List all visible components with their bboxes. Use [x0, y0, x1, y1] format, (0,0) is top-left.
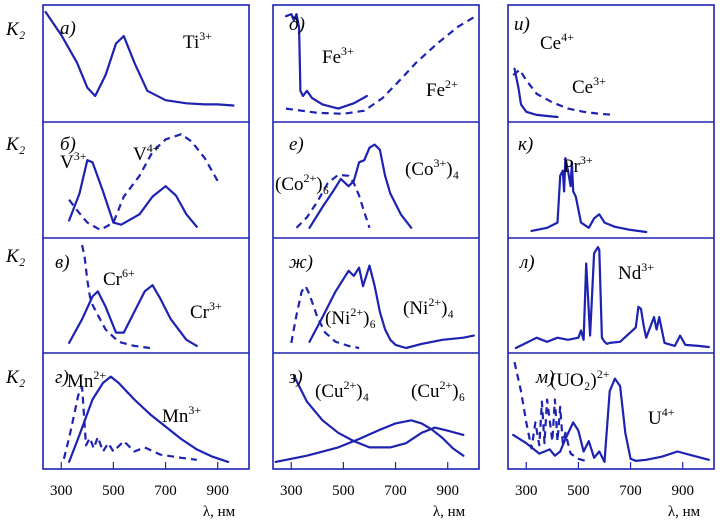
x-tick-label: 500 [567, 483, 590, 499]
x-tick-label: 300 [50, 483, 73, 499]
series-line-i-dashed [512, 68, 615, 116]
series-line-c-solid [68, 284, 198, 347]
series-line-a-solid [44, 10, 235, 107]
panel-letter-k: л) [519, 252, 535, 273]
series-label-d-1: Mn3+ [162, 403, 201, 427]
x-axis-label: λ, нм [668, 504, 701, 520]
series-label-c-1: Cr3+ [190, 299, 222, 323]
column-frame-right [507, 4, 715, 470]
x-tick-label: 900 [206, 483, 229, 499]
x-tick-label: 700 [384, 483, 407, 499]
y-axis-label: K₂ [5, 19, 26, 40]
series-line-l-solid [512, 377, 710, 463]
series-line-b-dashed [68, 133, 219, 231]
y-axis-label: K₂ [5, 134, 26, 155]
series-line-d-dashed [62, 385, 197, 461]
series-label-b-0: V3+ [60, 149, 87, 173]
x-axis-label: λ, нм [203, 504, 236, 520]
panel-letter-g: ж) [289, 252, 313, 273]
series-line-h-solid [292, 374, 465, 449]
panel-letter-i: и) [514, 14, 530, 35]
series-line-k-solid [514, 246, 710, 350]
panel-letter-b: б) [60, 134, 76, 155]
column-frame-left [42, 4, 250, 470]
series-line-d-solid [68, 375, 230, 463]
x-tick-label: 700 [619, 483, 642, 499]
series-line-g-dashed [290, 285, 360, 350]
series-line-e-dashed [285, 16, 475, 115]
x-tick-label: 700 [154, 483, 177, 499]
series-line-h-solid [274, 419, 465, 463]
series-label-f-0: (Co2+)₆ [275, 171, 329, 195]
series-line-b-solid [68, 159, 198, 228]
x-axis-ticks: 300 500 700 900 λ, нм 300 500 700 900 λ, нм 300 500… [50, 462, 701, 520]
y-axis-label: K₂ [5, 367, 26, 388]
row-separators [43, 121, 714, 354]
series-label-f-1: (Co3+)₄ [405, 156, 459, 180]
series-line-c-dashed [81, 244, 151, 350]
panel-letter-e: д) [289, 14, 305, 35]
series-line-g-solid [308, 264, 475, 350]
panel-letter-c: в) [55, 252, 70, 273]
panel-letter-h: з) [288, 367, 303, 388]
panel-letter-l: м) [535, 367, 554, 388]
series-label-i-0: Ce4+ [540, 30, 574, 54]
series-line-f-solid [308, 143, 413, 229]
series-label-c-0: Cr6+ [103, 266, 135, 290]
series-label-d-0: Mn2+ [67, 368, 106, 392]
panel-letter-d: г) [55, 367, 69, 388]
x-tick-label: 300 [515, 483, 538, 499]
panel-letter-j: к) [518, 134, 533, 155]
panel-texts: а) Ti3+ б)V3+ V4+ в) Cr6+ Cr3+ г)Mn2+ Mn3+ д) Fe3+… [55, 14, 675, 429]
series-label-g-0: (Ni2+)₆ [325, 305, 376, 329]
x-tick-label: 900 [436, 483, 459, 499]
x-tick-label: 900 [671, 483, 694, 499]
panel-letter-a: а) [60, 18, 76, 39]
series-label-h-1: (Cu2+)₆ [411, 378, 465, 402]
series-line-e-solid [284, 13, 368, 110]
series-label-j-0: Pr3+ [563, 153, 593, 177]
panel-letter-f: е) [289, 134, 304, 155]
y-axis-label: K₂ [5, 246, 26, 267]
series-label-k-0: Nd3+ [618, 260, 654, 284]
series-line-f-dashed [295, 173, 371, 229]
series-label-e-1: Fe2+ [426, 77, 458, 101]
series-line-j-solid [530, 157, 648, 234]
series-line-i-solid [513, 67, 559, 119]
y-axis-labels: K₂ K₂ K₂ K₂ [5, 19, 26, 388]
series-label-l-1: U4+ [648, 405, 675, 429]
series-label-g-1: (Ni2+)₄ [403, 295, 454, 319]
series-label-a-0: Ti3+ [183, 29, 212, 53]
x-tick-label: 500 [332, 483, 355, 499]
series-label-e-0: Fe3+ [322, 44, 354, 68]
column-frame-middle [272, 4, 480, 470]
spectra-curves [44, 10, 710, 463]
series-label-i-1: Ce3+ [572, 74, 606, 98]
x-tick-label: 300 [280, 483, 303, 499]
series-label-l-0: (UO₂)2+ [550, 367, 610, 391]
series-label-h-0: (Cu2+)₄ [315, 378, 369, 402]
x-tick-label: 500 [102, 483, 125, 499]
series-label-b-1: V4+ [133, 141, 160, 165]
x-axis-label: λ, нм [433, 504, 466, 520]
